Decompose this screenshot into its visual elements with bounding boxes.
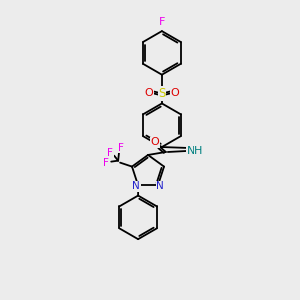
- Text: F: F: [118, 143, 124, 153]
- Text: O: O: [151, 137, 159, 147]
- Text: O: O: [145, 88, 153, 98]
- Text: S: S: [158, 87, 166, 100]
- Text: F: F: [107, 148, 113, 158]
- Text: O: O: [170, 88, 179, 98]
- Text: F: F: [159, 17, 165, 27]
- Text: H: H: [194, 146, 203, 156]
- Text: N: N: [156, 182, 164, 191]
- Text: F: F: [103, 158, 109, 168]
- Text: N: N: [186, 146, 195, 156]
- Text: N: N: [132, 182, 140, 191]
